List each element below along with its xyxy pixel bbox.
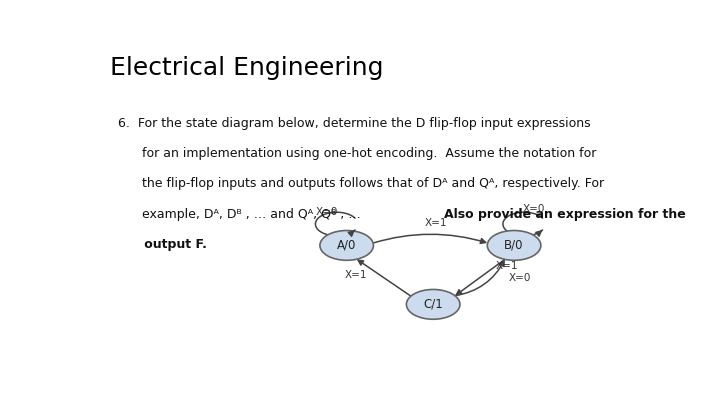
Text: X=0: X=0 bbox=[508, 273, 531, 283]
Text: B/0: B/0 bbox=[504, 239, 524, 252]
Circle shape bbox=[487, 231, 541, 260]
Text: the flip-flop inputs and outputs follows that of Dᴬ and Qᴬ, respectively. For: the flip-flop inputs and outputs follows… bbox=[118, 177, 604, 191]
Text: X=1: X=1 bbox=[345, 270, 368, 280]
Text: example, Dᴬ, Dᴮ , … and Qᴬ, Qᴮ , …: example, Dᴬ, Dᴮ , … and Qᴬ, Qᴮ , … bbox=[118, 208, 369, 221]
Text: Also provide an expression for the: Also provide an expression for the bbox=[444, 208, 686, 221]
Text: Electrical Engineering: Electrical Engineering bbox=[109, 56, 383, 80]
FancyArrowPatch shape bbox=[374, 234, 486, 243]
Text: X=0: X=0 bbox=[316, 207, 338, 217]
Text: X=1: X=1 bbox=[425, 218, 447, 229]
Circle shape bbox=[320, 231, 374, 260]
Text: output F.: output F. bbox=[118, 238, 207, 251]
FancyArrowPatch shape bbox=[455, 261, 504, 296]
Text: X=0: X=0 bbox=[523, 204, 545, 214]
Text: A/0: A/0 bbox=[337, 239, 356, 252]
Text: 6.  For the state diagram below, determine the D flip-flop input expressions: 6. For the state diagram below, determin… bbox=[118, 116, 590, 130]
Circle shape bbox=[406, 289, 460, 319]
Text: X=1: X=1 bbox=[496, 261, 518, 270]
Text: C/1: C/1 bbox=[423, 298, 443, 311]
Text: for an implementation using one-hot encoding.  Assume the notation for: for an implementation using one-hot enco… bbox=[118, 147, 596, 160]
FancyArrowPatch shape bbox=[456, 260, 505, 295]
FancyArrowPatch shape bbox=[358, 260, 411, 296]
